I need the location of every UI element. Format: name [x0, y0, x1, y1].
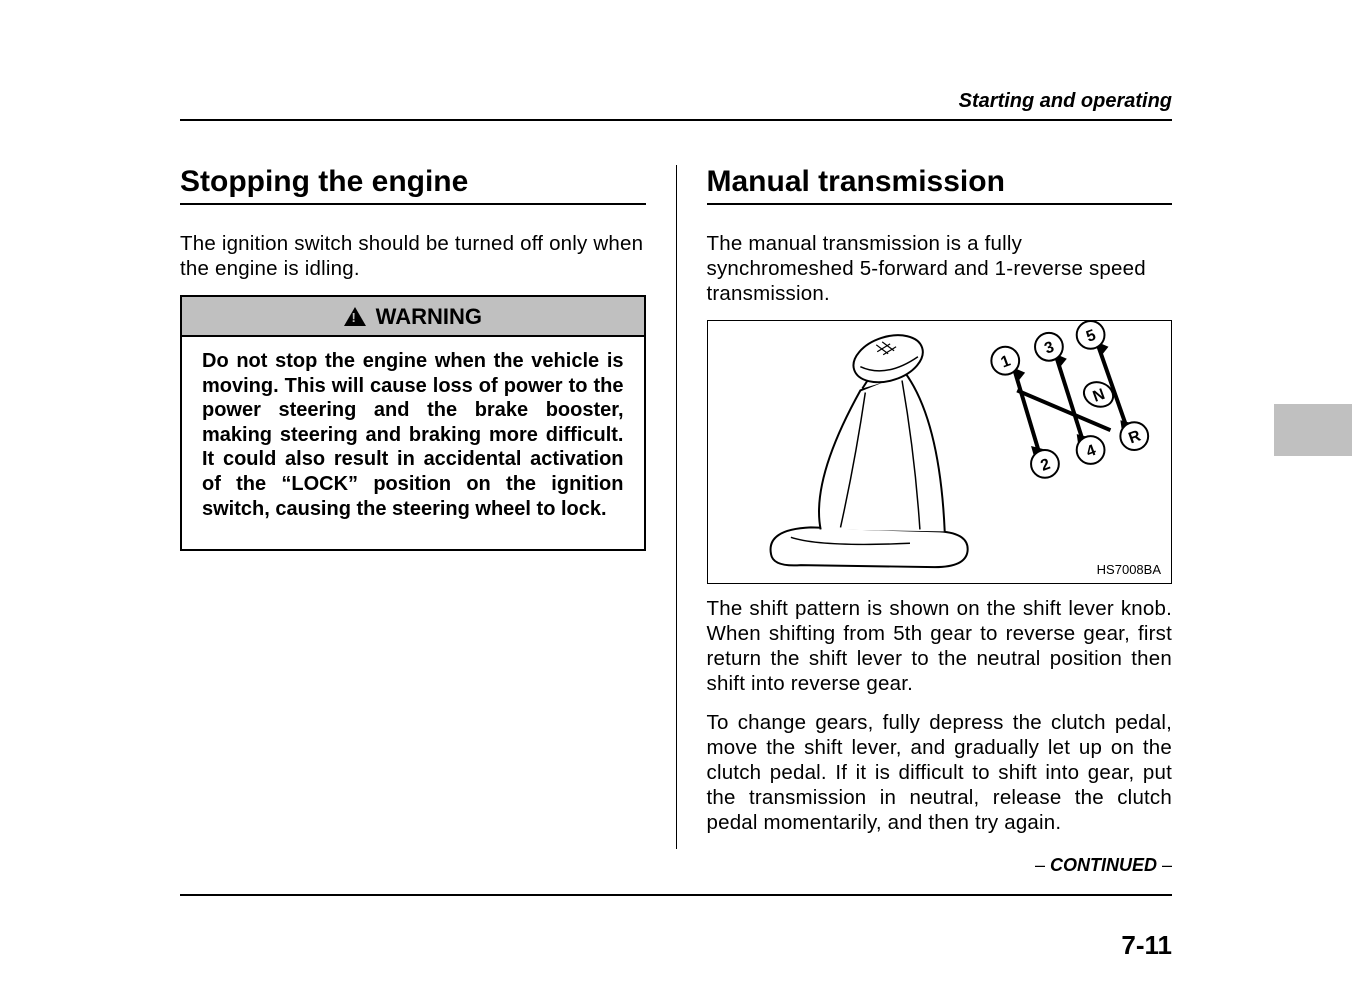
- warning-box: WARNING Do not stop the engine when the …: [180, 295, 646, 551]
- page-number: 7-11: [180, 930, 1172, 961]
- shift-lever-figure: 1 3 5 2: [707, 320, 1173, 584]
- footer-rule: [180, 894, 1172, 896]
- right-section-rule: [707, 203, 1173, 205]
- thumb-tab: [1274, 404, 1352, 456]
- gear-r-icon: R: [1120, 422, 1148, 450]
- header-rule: [180, 119, 1172, 121]
- warning-label: WARNING: [376, 304, 482, 329]
- page-content: Starting and operating Stopping the engi…: [0, 0, 1352, 1001]
- shift-lever-svg: 1 3 5 2: [708, 321, 1172, 583]
- right-intro-paragraph: The manual transmission is a fully synch…: [707, 231, 1173, 306]
- gear-4-icon: 4: [1076, 436, 1104, 464]
- two-column-layout: Stopping the engine The ignition switch …: [180, 165, 1172, 849]
- gear-2-icon: 2: [1031, 450, 1059, 478]
- running-header: Starting and operating: [180, 90, 1172, 113]
- right-section-title: Manual transmission: [707, 165, 1173, 199]
- warning-triangle-icon: [344, 307, 366, 326]
- right-paragraph-2: To change gears, fully depress the clutc…: [707, 710, 1173, 835]
- gear-5-icon: 5: [1076, 321, 1104, 349]
- gear-1-icon: 1: [991, 347, 1019, 375]
- figure-code: HS7008BA: [1097, 562, 1161, 577]
- right-paragraph-1: The shift pattern is shown on the shift …: [707, 596, 1173, 696]
- left-column: Stopping the engine The ignition switch …: [180, 165, 676, 849]
- dash-left: –: [1035, 855, 1050, 875]
- left-section-title: Stopping the engine: [180, 165, 646, 199]
- warning-body-text: Do not stop the engine when the vehicle …: [182, 337, 644, 549]
- continued-indicator: – CONTINUED –: [180, 855, 1172, 876]
- left-intro-paragraph: The ignition switch should be turned off…: [180, 231, 646, 281]
- continued-label: CONTINUED: [1050, 855, 1157, 875]
- left-section-rule: [180, 203, 646, 205]
- warning-header: WARNING: [182, 297, 644, 337]
- right-column: Manual transmission The manual transmiss…: [676, 165, 1173, 849]
- gear-3-icon: 3: [1035, 333, 1063, 361]
- dash-right: –: [1157, 855, 1172, 875]
